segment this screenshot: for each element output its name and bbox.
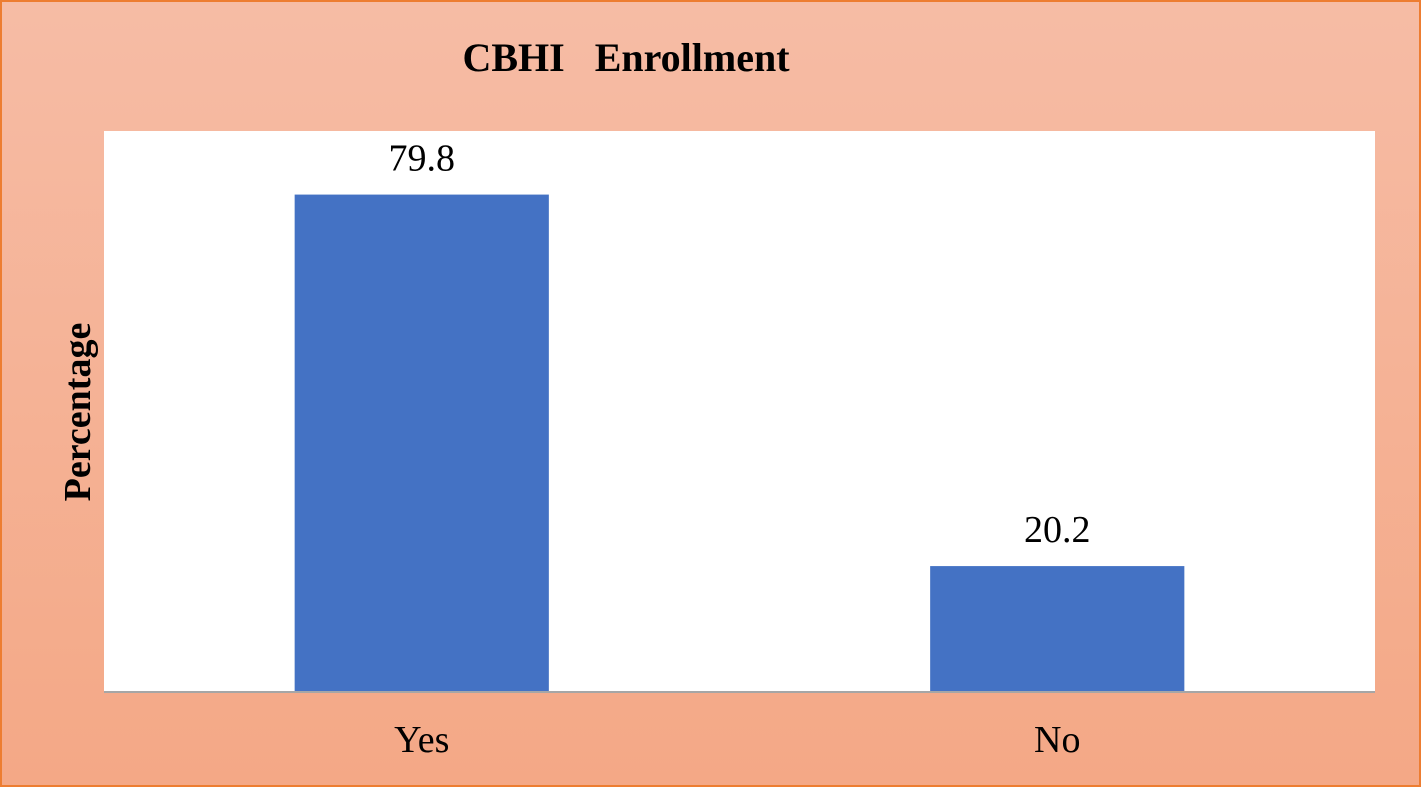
bars-layer: 79.8 Yes 20.2 No xyxy=(294,138,1185,761)
data-label-no: 20.2 xyxy=(1024,509,1091,551)
y-axis-label: Percentage xyxy=(57,323,99,502)
chart-title: CBHI Enrollment xyxy=(462,35,790,80)
bar-yes xyxy=(294,194,549,692)
bar-no xyxy=(930,566,1185,692)
x-tick-label-yes: Yes xyxy=(394,719,449,761)
data-label-yes: 79.8 xyxy=(389,138,456,180)
x-tick-label-no: No xyxy=(1034,719,1080,761)
